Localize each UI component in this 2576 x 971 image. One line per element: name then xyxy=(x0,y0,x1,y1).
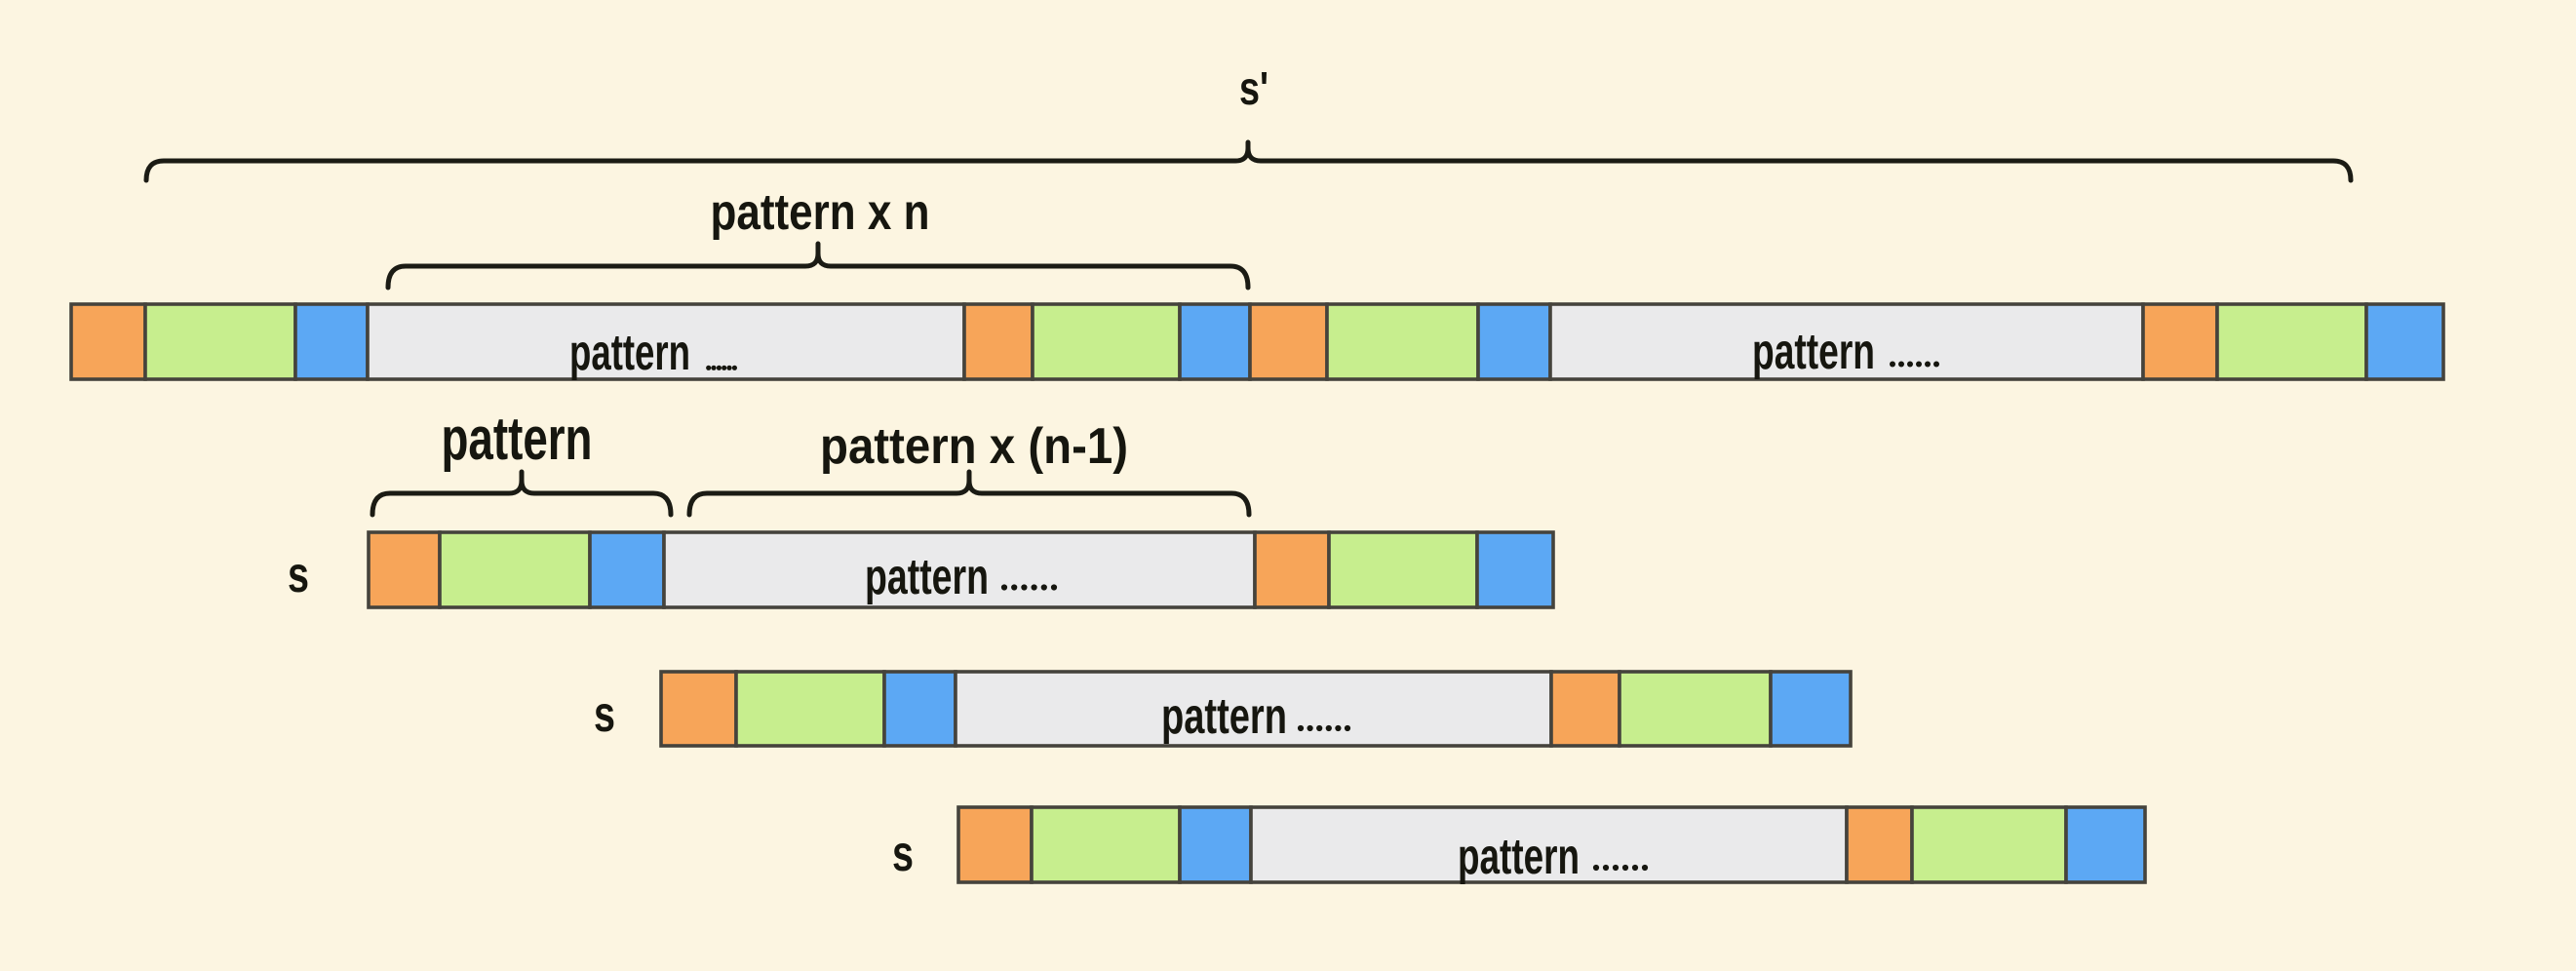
svg-text:pattern: pattern xyxy=(1458,829,1580,885)
svg-text:pattern: pattern xyxy=(442,406,593,473)
svg-text:pattern x (n-1): pattern x (n-1) xyxy=(820,418,1128,475)
svg-text:s: s xyxy=(288,547,309,603)
svg-text:pattern: pattern xyxy=(569,325,690,381)
svg-text:pattern: pattern xyxy=(1161,688,1287,745)
svg-text:s': s' xyxy=(1239,63,1268,115)
svg-text:pattern: pattern xyxy=(1752,324,1875,380)
svg-text:s: s xyxy=(892,826,914,882)
svg-text:pattern: pattern xyxy=(865,549,989,605)
svg-text:pattern x n: pattern x n xyxy=(711,184,930,241)
svg-text:s: s xyxy=(594,686,615,743)
